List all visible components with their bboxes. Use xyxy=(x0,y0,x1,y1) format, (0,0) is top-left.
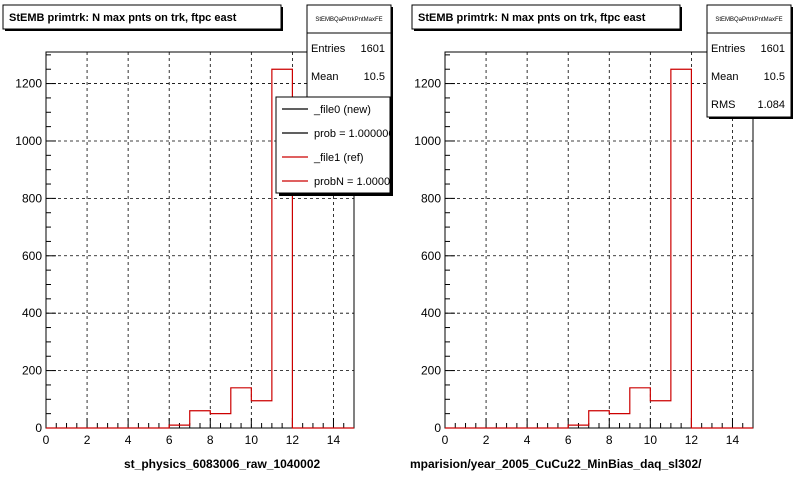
stats-box xyxy=(706,4,792,118)
legend-label: _file0 (new) xyxy=(313,104,371,116)
x-tick-label: 10 xyxy=(644,433,658,447)
stats-value: 10.5 xyxy=(764,71,785,83)
x-tick-label: 10 xyxy=(245,433,259,447)
legend-label: probN = 1.000000 xyxy=(314,176,402,188)
stats-label: RMS xyxy=(711,99,735,111)
title-box xyxy=(2,4,282,30)
legend-box xyxy=(275,96,391,194)
x-tick-label: 14 xyxy=(726,433,740,447)
legend-label: prob = 1.000000 xyxy=(314,128,394,140)
legend-label: _file1 (ref) xyxy=(313,152,364,164)
x-axis-label: st_physics_6083006_raw_1040002 xyxy=(124,457,320,471)
y-tick-label: 0 xyxy=(434,421,441,435)
x-tick-label: 0 xyxy=(442,433,449,447)
legend-entries: _file0 (new) prob = 1.000000 _file1 (ref) p… xyxy=(282,104,402,188)
x-tick-label: 0 xyxy=(43,433,50,447)
x-tick-label: 4 xyxy=(524,433,531,447)
stats-label: Entries xyxy=(711,43,746,55)
stats-label: Mean xyxy=(711,71,739,83)
x-tick-label: 2 xyxy=(483,433,490,447)
x-tick-label: 14 xyxy=(327,433,341,447)
y-tick-label: 1200 xyxy=(414,77,441,91)
x-tick-label: 12 xyxy=(286,433,300,447)
x-axis-label: mparision/year_2005_CuCu22_MinBias_daq_s… xyxy=(410,457,702,471)
stats-value: 1601 xyxy=(761,43,785,55)
y-tick-label: 1000 xyxy=(15,134,42,148)
y-tick-label: 1200 xyxy=(15,77,42,91)
stats-value: 1.084 xyxy=(757,99,785,111)
stats-value: 10.5 xyxy=(364,71,385,83)
chart-title: StEMB primtrk: N max pnts on trk, ftpc e… xyxy=(9,12,237,24)
y-tick-label: 600 xyxy=(22,249,42,263)
plot-frame xyxy=(444,51,754,429)
stats-label: Entries xyxy=(311,43,346,55)
stats-value: 1601 xyxy=(361,43,385,55)
histogram-panel-right: 0 2 4 6 8 10 12 14 0 200 400 600 800 1000 1200 StEMB pr… xyxy=(410,4,793,471)
y-tick-label: 600 xyxy=(421,249,441,263)
y-tick-label: 800 xyxy=(421,191,441,205)
x-tick-label: 6 xyxy=(166,433,173,447)
title-box xyxy=(411,4,681,30)
stats-box-name: StEMBQaPrtrkPntMaxFE xyxy=(315,17,382,23)
x-tick-label: 2 xyxy=(84,433,91,447)
stats-label: Mean xyxy=(311,71,339,83)
x-tick-label: 12 xyxy=(685,433,699,447)
x-tick-label: 8 xyxy=(606,433,613,447)
y-tick-label: 400 xyxy=(22,306,42,320)
y-tick-label: 800 xyxy=(22,191,42,205)
y-tick-label: 200 xyxy=(22,364,42,378)
y-tick-label: 400 xyxy=(421,306,441,320)
stats-box-name: StEMBQaPrtrkPntMaxFE xyxy=(715,17,782,23)
histogram-series-line xyxy=(445,68,753,429)
y-tick-label: 200 xyxy=(421,364,441,378)
y-tick-label: 0 xyxy=(35,421,42,435)
x-tick-label: 6 xyxy=(565,433,572,447)
chart-title: StEMB primtrk: N max pnts on trk, ftpc e… xyxy=(418,12,646,24)
histogram-panel-left: 0 2 4 6 8 10 12 14 0 200 400 600 800 1000 1200 StEMB pr… xyxy=(2,4,402,471)
x-tick-label: 8 xyxy=(207,433,214,447)
y-tick-label: 1000 xyxy=(414,134,441,148)
x-tick-label: 4 xyxy=(125,433,132,447)
